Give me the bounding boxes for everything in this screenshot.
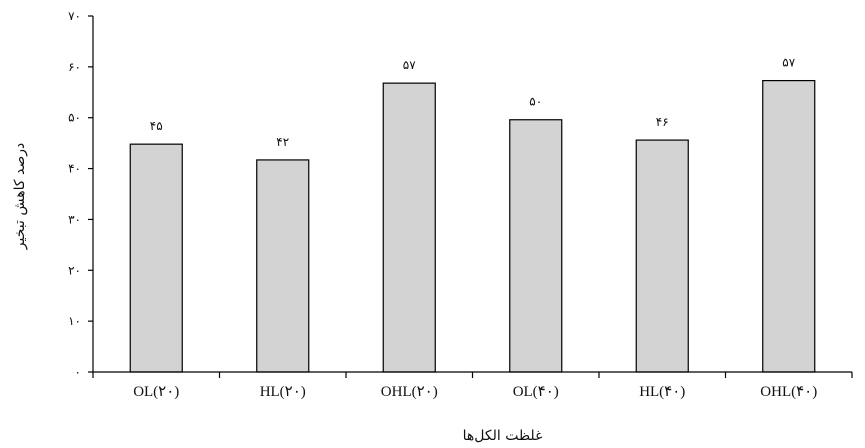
y-tick-label: ۲۰ — [68, 263, 81, 277]
x-tick-label: HL(۴۰) — [639, 384, 685, 400]
bar — [382, 82, 436, 373]
x-axis-title: غلظت الکل‌ها — [463, 428, 543, 444]
x-tick-label: HL(۲۰) — [260, 384, 306, 400]
bars: ۴۵ ۴۲ ۵۷ ۵۰ ۴۶ ۵۷ — [129, 56, 816, 373]
x-tick-label: OHL(۴۰) — [760, 384, 817, 400]
y-tick-label: ۰ — [75, 365, 81, 379]
data-label: ۵۷ — [782, 56, 795, 70]
bar — [256, 159, 310, 373]
bar — [129, 143, 183, 373]
x-tick-label: OHL(۲۰) — [381, 384, 438, 400]
x-tick-label: OL(۴۰) — [513, 384, 559, 400]
data-label: ۴۲ — [276, 135, 289, 149]
bar — [762, 79, 816, 373]
y-axis: ۰ ۱۰ ۲۰ ۳۰ ۴۰ ۵۰ ۶۰ ۷۰ — [68, 9, 94, 379]
y-axis-title: درصد کاهش تبخیر — [12, 143, 28, 250]
y-tick-label: ۵۰ — [68, 111, 81, 125]
x-tick-label: OL(۲۰) — [133, 384, 179, 400]
y-tick-label: ۳۰ — [68, 212, 81, 226]
data-label: ۵۷ — [403, 58, 416, 72]
bar — [635, 139, 689, 373]
y-tick-label: ۴۰ — [68, 162, 81, 176]
data-label: ۴۶ — [656, 115, 669, 129]
y-tick-label: ۷۰ — [68, 9, 81, 23]
y-tick-label: ۶۰ — [68, 60, 81, 74]
bar — [509, 119, 563, 373]
data-label: ۵۰ — [529, 95, 542, 109]
data-label: ۴۵ — [150, 119, 163, 133]
y-tick-label: ۱۰ — [68, 314, 81, 328]
x-axis: OL(۲۰) HL(۲۰) OHL(۲۰) OL(۴۰) HL(۴۰) OHL(۴۰) — [92, 371, 853, 400]
